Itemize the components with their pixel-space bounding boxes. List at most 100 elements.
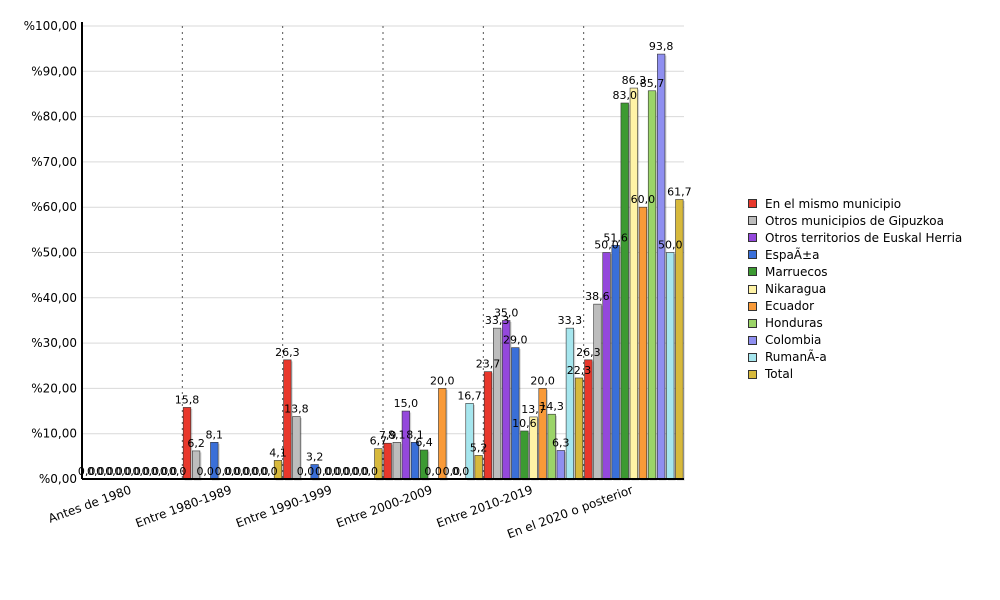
legend-swatch [748, 369, 757, 379]
bar [520, 430, 529, 480]
data-label: 0,0 [133, 465, 151, 478]
y-tick-label: %30,00 [31, 336, 77, 350]
data-label: 35,0 [494, 306, 519, 319]
bar [383, 442, 392, 480]
x-tick-label: Antes de 1980 [46, 483, 133, 526]
data-label: 26,3 [576, 346, 601, 359]
data-label: 85,7 [640, 77, 665, 90]
data-label: 0,0 [260, 465, 278, 478]
legend-item: EspaÃ±a [748, 246, 962, 263]
legend-item: Total [748, 366, 962, 383]
data-label: 0,0 [123, 465, 141, 478]
legend-label: Honduras [765, 316, 823, 331]
legend-label: Colombia [765, 333, 822, 348]
data-label: 0,0 [87, 465, 105, 478]
data-label: 0,0 [105, 465, 123, 478]
data-label: 0,0 [160, 465, 178, 478]
legend-item: Colombia [748, 332, 962, 349]
data-labels: 0,00,00,00,00,00,00,00,00,00,00,015,86,2… [78, 40, 692, 478]
data-label: 0,0 [151, 465, 169, 478]
data-label: 0,0 [351, 465, 369, 478]
data-label: 0,0 [360, 465, 378, 478]
data-label: 13,8 [284, 402, 309, 415]
data-label: 8,1 [206, 428, 224, 441]
data-label: 86,3 [622, 74, 647, 87]
bar [492, 327, 502, 480]
bar [666, 252, 675, 480]
legend-label: Otros territorios de Euskal Herria [765, 230, 963, 245]
legend-item: Honduras [748, 315, 962, 332]
data-label: 0,0 [233, 465, 251, 478]
bar [511, 347, 520, 480]
data-label: 61,7 [667, 185, 692, 198]
data-label: 0,0 [142, 465, 160, 478]
data-label: 8,1 [388, 428, 406, 441]
data-label: 0,0 [251, 465, 269, 478]
data-label: 0,0 [342, 465, 360, 478]
legend-label: Total [765, 367, 794, 382]
legend-swatch [748, 352, 757, 362]
data-label: 50,0 [658, 239, 683, 252]
data-label: 0,0 [424, 465, 442, 478]
legend-swatch [748, 250, 757, 260]
data-label: 0,0 [114, 465, 132, 478]
data-label: 0,0 [224, 465, 242, 478]
x-tick-label: Entre 1980-1989 [134, 483, 234, 531]
x-tick-label: Entre 2000-2009 [334, 483, 434, 531]
y-tick-label: %60,00 [31, 200, 77, 214]
x-tick-labels: Antes de 1980 Entre 1980-1989 Entre 1990-1… [46, 483, 635, 542]
data-label: 5,2 [470, 441, 488, 454]
data-label: 0,0 [242, 465, 260, 478]
bar [283, 359, 292, 480]
legend-swatch [748, 284, 757, 294]
bar [556, 450, 565, 480]
data-label: 33,3 [558, 314, 583, 327]
bar [638, 206, 648, 480]
data-label: 60,0 [631, 193, 656, 206]
data-label: 7,9 [379, 429, 397, 442]
data-label: 51,6 [603, 231, 628, 244]
data-label: 13,7 [521, 403, 546, 416]
data-label: 83,0 [612, 89, 637, 102]
data-label: 93,8 [649, 40, 674, 53]
legend-label: Ecuador [765, 299, 815, 314]
y-tick-label: %50,00 [31, 246, 77, 260]
data-label: 0,0 [96, 465, 114, 478]
legend-label: Otros municipios de Gipuzkoa [765, 213, 944, 228]
grid-lines [82, 25, 684, 479]
data-label: 23,7 [476, 358, 501, 371]
data-label: 6,2 [187, 437, 205, 450]
bar [483, 371, 493, 480]
legend-swatch [748, 267, 757, 277]
data-label: 0,0 [324, 465, 342, 478]
x-tick-label: Entre 1990-1999 [234, 483, 334, 531]
bar [474, 455, 483, 480]
data-label: 6,7 [370, 435, 388, 448]
data-label: 8,1 [406, 428, 424, 441]
y-tick-label: %10,00 [31, 427, 77, 441]
data-label: 15,8 [175, 393, 200, 406]
y-tick-label: %70,00 [31, 155, 77, 169]
data-label: 0,0 [169, 465, 187, 478]
data-label: 0,0 [315, 465, 333, 478]
data-label: 0,0 [215, 465, 233, 478]
data-label: 6,4 [415, 436, 433, 449]
bar [657, 53, 666, 480]
legend-label: Nikaragua [765, 282, 827, 297]
data-label: 10,6 [512, 417, 537, 430]
data-label: 33,3 [485, 314, 510, 327]
legend-swatch [748, 216, 757, 226]
data-label: 50,0 [594, 239, 619, 252]
y-tick-label: %0,00 [39, 472, 77, 486]
data-label: 22,3 [567, 364, 592, 377]
data-label: 0,0 [297, 465, 315, 478]
y-tick-labels: %0,00 %10,00 %20,00 %30,00 %40,00 %50,00 %60,0… [24, 19, 77, 486]
y-tick-label: %100,00 [24, 19, 77, 33]
y-tick-label: %40,00 [31, 291, 77, 305]
bar [611, 244, 620, 480]
bar [392, 442, 401, 480]
legend-label: En el mismo municipio [765, 196, 902, 211]
data-label: 0,0 [333, 465, 351, 478]
legend-swatch [748, 199, 757, 209]
data-label: 0,0 [443, 465, 461, 478]
